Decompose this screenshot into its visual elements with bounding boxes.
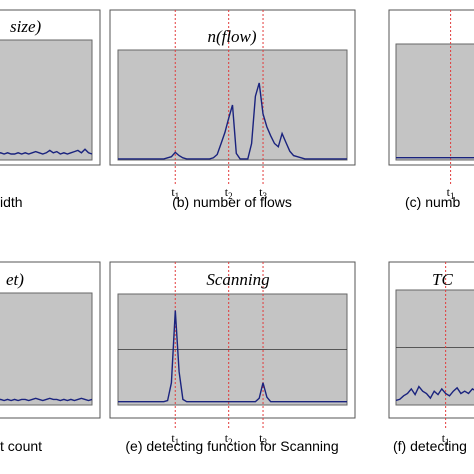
- marker-label-t3: t3: [259, 185, 267, 201]
- panel-b: t1 t2 t3 n(flow) (b) number of flows: [109, 9, 356, 210]
- chart-caption: (b) number of flows: [172, 194, 292, 210]
- marker-label-t1: t1: [442, 431, 450, 447]
- series-line: [118, 82, 347, 160]
- marker-label-t1: t1: [171, 185, 179, 201]
- series-line: [118, 310, 347, 403]
- chart-title: et): [6, 270, 24, 289]
- plot-area: [0, 292, 93, 406]
- panel-e: t1 t2 t3 Scanning (e) detecting function for…: [109, 261, 356, 454]
- panel-d: et) t count: [0, 261, 101, 454]
- marker-label-t1: t1: [171, 431, 179, 447]
- chart-title: n(flow): [207, 27, 256, 46]
- chart-title: TC: [432, 270, 453, 289]
- marker-label-t2: t2: [225, 185, 233, 201]
- series-line: [0, 397, 93, 402]
- chart-caption: (c) numb: [405, 194, 460, 210]
- marker-label-t1: t1: [447, 185, 455, 201]
- plot-area: [395, 43, 474, 161]
- chart-caption: (e) detecting function for Scanning: [125, 438, 338, 454]
- chart-title: Scanning: [206, 270, 269, 289]
- plot-area: [0, 39, 93, 161]
- panel-f: t1 TC (f) detecting: [388, 261, 474, 454]
- panel-a: size) idth: [0, 9, 101, 210]
- chart-caption: t count: [0, 438, 42, 454]
- chart-caption: idth: [0, 194, 23, 210]
- chart-title: size): [10, 17, 42, 36]
- chart-caption: (f) detecting: [393, 438, 467, 454]
- series-line: [395, 385, 474, 402]
- series-line: [0, 148, 93, 155]
- panel-c: t1(c) numb: [388, 9, 474, 210]
- marker-label-t2: t2: [225, 431, 233, 447]
- marker-label-t3: t3: [259, 431, 267, 447]
